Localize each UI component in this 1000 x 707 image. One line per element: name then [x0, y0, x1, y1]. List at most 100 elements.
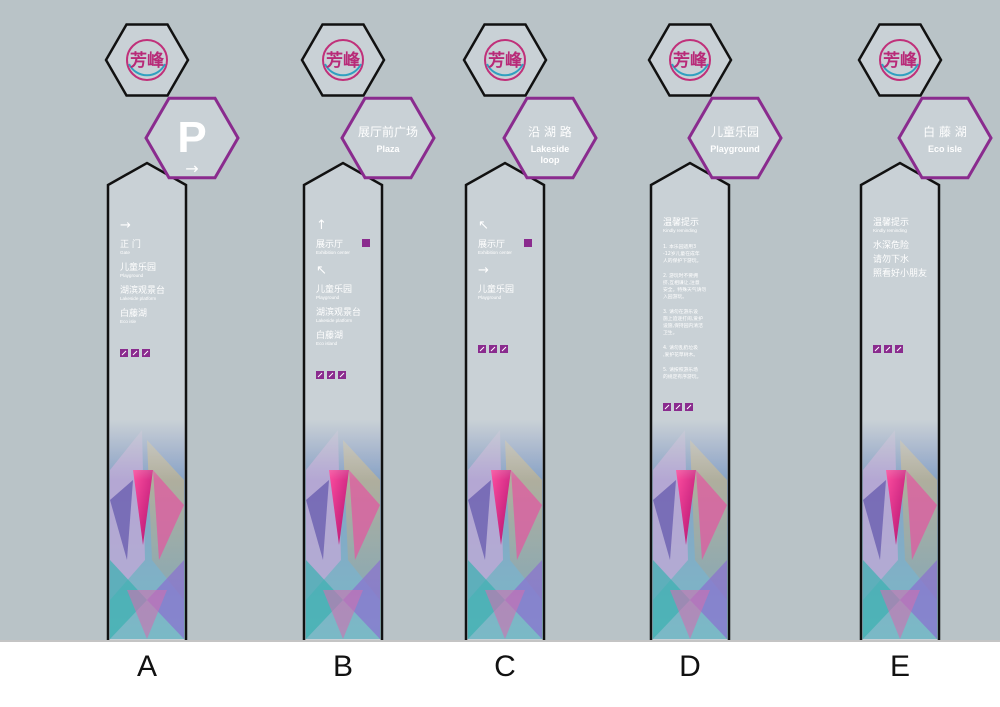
destination-name-en: Exhibition center — [316, 250, 350, 255]
no-dogs-icon — [895, 345, 903, 353]
destination-name-zh: 展示厅 — [478, 239, 505, 250]
logo-text: 芳峰 — [130, 50, 165, 71]
logo-hexagon — [300, 23, 386, 97]
sign-label-d: D — [679, 650, 701, 683]
reminder-note: 1. 本乐园适用3 — [663, 243, 696, 250]
logo-hexagon — [647, 23, 733, 97]
location-name-en: Plaza — [376, 144, 400, 154]
logo-text: 芳峰 — [326, 50, 361, 71]
destination-name-zh: 水深危险 — [873, 239, 909, 251]
destination-name-zh: 儿童乐园 — [316, 283, 352, 295]
reminder-note: 5. 请按照游乐场 — [663, 366, 698, 373]
no-smoking-icon — [489, 345, 497, 353]
location-hexagon — [502, 96, 598, 180]
no-dogs-icon — [500, 345, 508, 353]
location-hexagon — [144, 96, 240, 180]
reminder-note: 的规定有序游玩。 — [663, 373, 701, 380]
direction-arrow-icon: → — [478, 263, 489, 278]
restroom-icon — [478, 345, 486, 353]
logo-hexagon — [462, 23, 548, 97]
destination-name-en: Playground — [120, 273, 144, 278]
location-name-en: Eco isle — [928, 144, 962, 154]
restroom-icon — [873, 345, 881, 353]
reminder-note: ,爱护花草树木。 — [663, 351, 698, 358]
reminder-note: 设施,保持园内清洁 — [663, 322, 703, 329]
restroom-icon — [663, 403, 671, 411]
logo-text: 芳峰 — [673, 50, 708, 71]
reminder-note: 挤,互相谦让,注意 — [663, 279, 700, 286]
destination-name-zh: 儿童乐园 — [478, 283, 514, 295]
destination-name-zh: 白藤湖 — [120, 307, 147, 319]
mountain-peak-logo: 芳峰 — [669, 39, 711, 81]
reminder-note: 施上追逐打闹,爱护 — [663, 315, 703, 322]
sign-label-a: A — [136, 650, 157, 683]
destination-name-zh: 白藤湖 — [316, 329, 343, 341]
destination-name-en: Eco isle — [120, 319, 137, 324]
prism-pattern — [305, 420, 381, 639]
prism-pattern — [652, 420, 728, 639]
restroom-icon — [120, 349, 128, 357]
destination-name-en: Playground — [316, 295, 340, 300]
location-name-zh: 儿童乐园 — [711, 124, 759, 139]
sign-label-e: E — [889, 650, 910, 683]
exhibit-badge-icon — [524, 239, 532, 247]
mountain-peak-logo: 芳峰 — [879, 39, 921, 81]
arrow-right-icon: → — [185, 159, 198, 178]
location-name-zh: 白 藤 湖 — [923, 124, 967, 139]
logo-text: 芳峰 — [883, 50, 918, 71]
location-hexagon — [687, 96, 783, 180]
destination-name-en: Kindly reminding — [663, 228, 697, 233]
mountain-peak-logo: 芳峰 — [126, 39, 168, 81]
destination-name-en: Lakeside platform — [316, 318, 352, 323]
destination-name-zh: 湖滨观景台 — [316, 306, 361, 318]
no-dogs-icon — [685, 403, 693, 411]
no-dogs-icon — [142, 349, 150, 357]
destination-name-en: Playground — [478, 295, 502, 300]
direction-arrow-icon: ↑ — [316, 218, 327, 233]
reminder-note: 人的保护下游玩。 — [663, 257, 701, 264]
destination-name-zh: 湖滨观景台 — [120, 284, 165, 296]
no-smoking-icon — [327, 371, 335, 379]
reminder-note: 入园游玩。 — [663, 293, 687, 300]
reminder-note: -12岁儿童在成年 — [663, 250, 700, 257]
no-smoking-icon — [884, 345, 892, 353]
destination-name-en: Kindly reminding — [873, 228, 907, 233]
sign-label-c: C — [494, 650, 516, 683]
location-hexagon — [897, 96, 993, 180]
sign-post-a: 芳峰P→→正 门Gate儿童乐园Playground湖滨观景台Lakeside … — [104, 23, 240, 640]
destination-name-zh: 照看好小朋友 — [873, 267, 927, 279]
mountain-peak-logo: 芳峰 — [322, 39, 364, 81]
destination-name-en: Lakeside platform — [120, 296, 156, 301]
logo-hexagon — [104, 23, 190, 97]
direction-arrow-icon: ↖ — [478, 218, 489, 233]
location-name-en: Lakeside — [531, 144, 570, 154]
destination-name-en: Eco island — [316, 341, 338, 346]
destination-name-en: Gate — [120, 250, 130, 255]
restroom-icon — [316, 371, 324, 379]
reminder-note: 卫生。 — [663, 329, 677, 336]
reminder-note: 4. 请勿乱扔垃圾 — [663, 344, 698, 351]
destination-name-zh: 正 门 — [120, 238, 141, 250]
reminder-note: 2. 游玩时不要拥 — [663, 272, 698, 279]
prism-pattern — [109, 420, 185, 639]
direction-arrow-icon: ↖ — [316, 263, 327, 278]
parking-symbol: P — [177, 113, 206, 162]
location-name-en: Playground — [710, 144, 760, 154]
destination-name-zh: 儿童乐园 — [120, 261, 156, 273]
no-smoking-icon — [131, 349, 139, 357]
prism-pattern — [862, 420, 938, 639]
location-name-zh: 展厅前广场 — [358, 124, 418, 139]
reminder-note: 3. 请勿在游乐设 — [663, 308, 698, 315]
destination-name-zh: 温馨提示 — [663, 216, 699, 228]
prism-pattern — [467, 420, 543, 639]
no-smoking-icon — [674, 403, 682, 411]
logo-hexagon — [857, 23, 943, 97]
location-name-en: loop — [541, 155, 560, 165]
destination-name-en: Exhibition center — [478, 250, 512, 255]
destination-name-zh: 请勿下水 — [873, 253, 909, 265]
